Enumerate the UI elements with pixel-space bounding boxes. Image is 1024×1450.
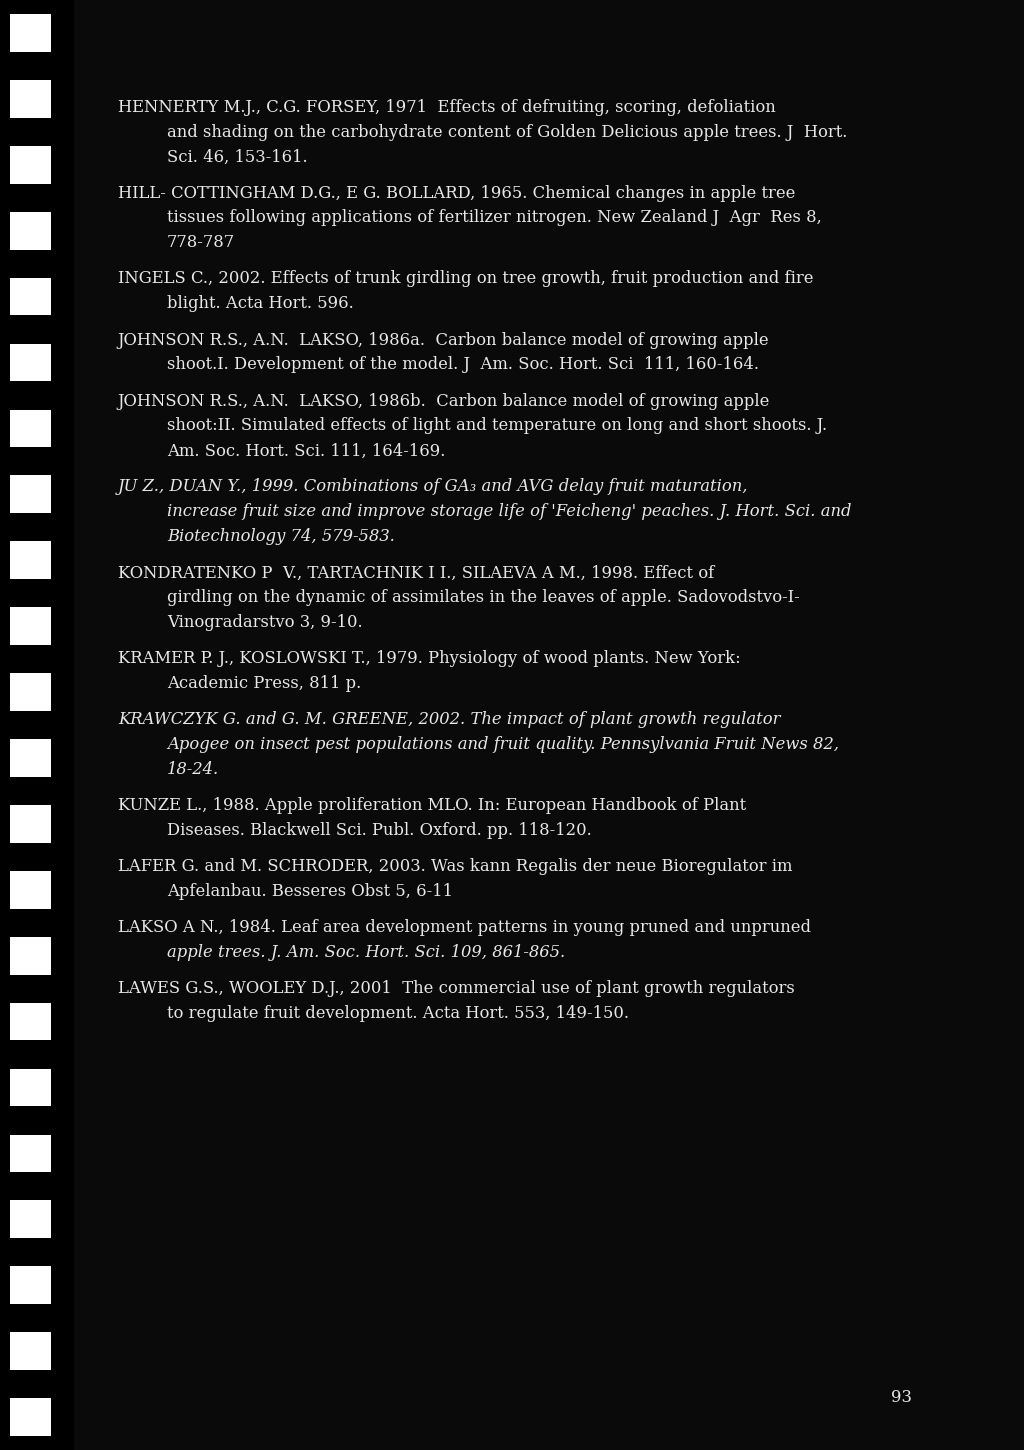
Bar — [10, 14, 51, 52]
Text: and shading on the carbohydrate content of Golden Delicious apple trees. J  Hort: and shading on the carbohydrate content … — [167, 123, 847, 141]
Text: tissues following applications of fertilizer nitrogen. New Zealand J  Agr  Res 8: tissues following applications of fertil… — [167, 209, 821, 226]
Bar — [10, 1134, 51, 1172]
Bar — [10, 740, 51, 777]
Bar — [10, 1069, 51, 1106]
Text: JOHNSON R.S., A.N.  LAKSO, 1986a.  Carbon balance model of growing apple: JOHNSON R.S., A.N. LAKSO, 1986a. Carbon … — [118, 332, 769, 348]
Text: Apogee on insect pest populations and fruit quality. Pennsylvania Fruit News 82,: Apogee on insect pest populations and fr… — [167, 737, 839, 754]
Bar — [10, 608, 51, 645]
Text: apple trees. J. Am. Soc. Hort. Sci. 109, 861-865.: apple trees. J. Am. Soc. Hort. Sci. 109,… — [167, 944, 565, 961]
Text: shoot:II. Simulated effects of light and temperature on long and short shoots. J: shoot:II. Simulated effects of light and… — [167, 418, 827, 435]
Text: Am. Soc. Hort. Sci. 111, 164-169.: Am. Soc. Hort. Sci. 111, 164-169. — [167, 442, 445, 460]
Bar — [10, 1201, 51, 1238]
Text: LAWES G.S., WOOLEY D.J., 2001  The commercial use of plant growth regulators: LAWES G.S., WOOLEY D.J., 2001 The commer… — [118, 980, 795, 998]
Bar — [10, 1266, 51, 1304]
Bar — [10, 541, 51, 579]
Bar — [10, 871, 51, 909]
Bar — [10, 409, 51, 447]
Text: HENNERTY M.J., C.G. FORSEY, 1971  Effects of defruiting, scoring, defoliation: HENNERTY M.J., C.G. FORSEY, 1971 Effects… — [118, 99, 775, 116]
Bar — [10, 278, 51, 316]
Bar — [10, 212, 51, 249]
Text: Vinogradarstvo 3, 9-10.: Vinogradarstvo 3, 9-10. — [167, 615, 362, 631]
Text: HILL- COTTINGHAM D.G., E G. BOLLARD, 1965. Chemical changes in apple tree: HILL- COTTINGHAM D.G., E G. BOLLARD, 196… — [118, 184, 795, 202]
Text: blight. Acta Hort. 596.: blight. Acta Hort. 596. — [167, 296, 353, 312]
Bar — [10, 673, 51, 710]
Text: Apfelanbau. Besseres Obst 5, 6-11: Apfelanbau. Besseres Obst 5, 6-11 — [167, 883, 453, 900]
Text: increase fruit size and improve storage life of 'Feicheng' peaches. J. Hort. Sci: increase fruit size and improve storage … — [167, 503, 851, 521]
Text: to regulate fruit development. Acta Hort. 553, 149-150.: to regulate fruit development. Acta Hort… — [167, 1005, 629, 1022]
Text: KRAMER P. J., KOSLOWSKI T., 1979. Physiology of wood plants. New York:: KRAMER P. J., KOSLOWSKI T., 1979. Physio… — [118, 651, 740, 667]
Text: Diseases. Blackwell Sci. Publ. Oxford. pp. 118-120.: Diseases. Blackwell Sci. Publ. Oxford. p… — [167, 822, 592, 840]
Text: JOHNSON R.S., A.N.  LAKSO, 1986b.  Carbon balance model of growing apple: JOHNSON R.S., A.N. LAKSO, 1986b. Carbon … — [118, 393, 770, 409]
Text: 18-24.: 18-24. — [167, 761, 219, 779]
Bar — [10, 476, 51, 513]
Bar — [10, 1333, 51, 1370]
Text: KRAWCZYK G. and G. M. GREENE, 2002. The impact of plant growth regulator: KRAWCZYK G. and G. M. GREENE, 2002. The … — [118, 712, 780, 728]
Text: shoot.I. Development of the model. J  Am. Soc. Hort. Sci  111, 160-164.: shoot.I. Development of the model. J Am.… — [167, 357, 759, 374]
Bar — [10, 344, 51, 381]
Text: 778-787: 778-787 — [167, 235, 236, 251]
Text: girdling on the dynamic of assimilates in the leaves of apple. Sadovodstvo-I-: girdling on the dynamic of assimilates i… — [167, 589, 800, 606]
Text: LAKSO A N., 1984. Leaf area development patterns in young pruned and unpruned: LAKSO A N., 1984. Leaf area development … — [118, 919, 811, 937]
Bar — [10, 805, 51, 842]
Bar — [10, 1398, 51, 1436]
Bar — [0, 0, 74, 1450]
Text: Academic Press, 811 p.: Academic Press, 811 p. — [167, 676, 361, 692]
Bar — [10, 80, 51, 117]
Bar — [10, 937, 51, 974]
Text: KUNZE L., 1988. Apple proliferation MLO. In: European Handbook of Plant: KUNZE L., 1988. Apple proliferation MLO.… — [118, 798, 745, 815]
Text: Sci. 46, 153-161.: Sci. 46, 153-161. — [167, 148, 307, 165]
Bar — [10, 146, 51, 184]
Text: 93: 93 — [891, 1389, 911, 1406]
Text: JU Z., DUAN Y., 1999. Combinations of GA₃ and AVG delay fruit maturation,: JU Z., DUAN Y., 1999. Combinations of GA… — [118, 478, 749, 496]
Text: KONDRATENKO P  V., TARTACHNIK I I., SILAEVA A M., 1998. Effect of: KONDRATENKO P V., TARTACHNIK I I., SILAE… — [118, 564, 714, 581]
Bar — [10, 1003, 51, 1041]
Text: Biotechnology 74, 579-583.: Biotechnology 74, 579-583. — [167, 528, 395, 545]
Text: LAFER G. and M. SCHRODER, 2003. Was kann Regalis der neue Bioregulator im: LAFER G. and M. SCHRODER, 2003. Was kann… — [118, 858, 793, 876]
Text: INGELS C., 2002. Effects of trunk girdling on tree growth, fruit production and : INGELS C., 2002. Effects of trunk girdli… — [118, 271, 813, 287]
